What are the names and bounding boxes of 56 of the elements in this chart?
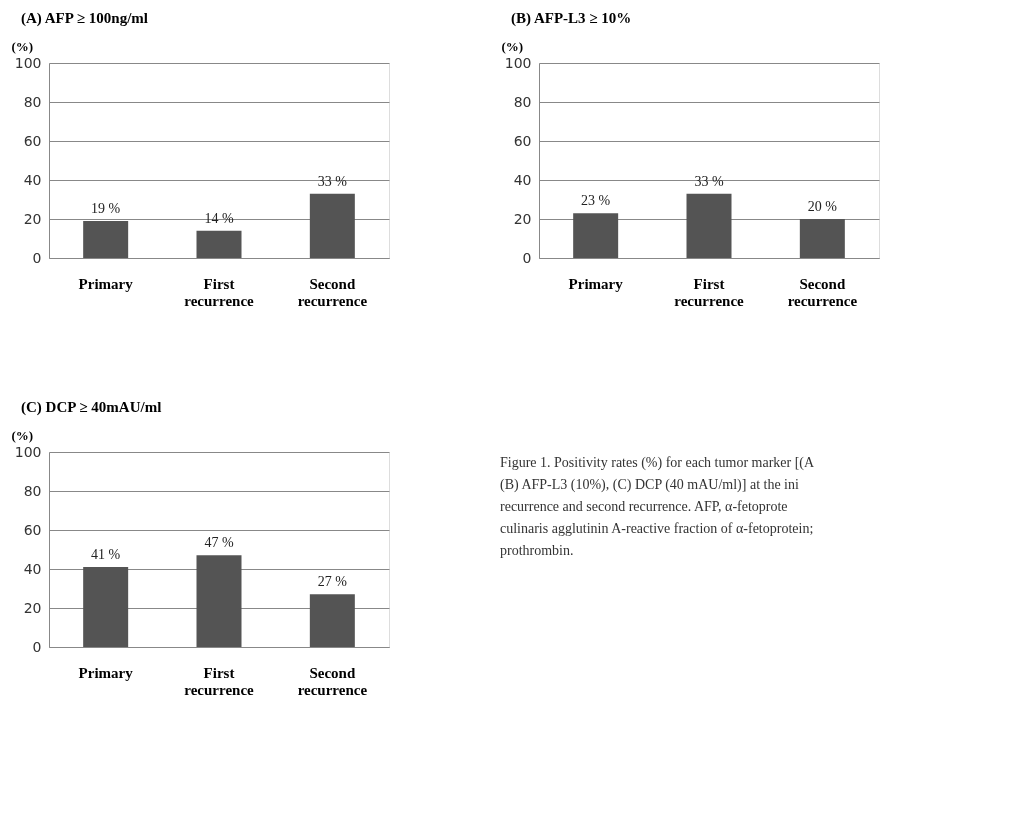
x-tick-label: First recurrence: [184, 664, 255, 698]
y-tick-label: 20: [23, 210, 42, 227]
y-tick-label: 20: [23, 599, 42, 616]
y-tick-label: 80: [513, 93, 532, 110]
data-label: 41 %: [91, 547, 121, 563]
x-tick-label: Primary: [78, 664, 134, 681]
y-tick-label: 0: [32, 249, 42, 266]
y-tick-label: 40: [23, 171, 42, 188]
chart-title: (A) AFP ≥ 100ng/ml: [21, 10, 148, 27]
data-label: 19 %: [91, 200, 121, 216]
bar: [309, 193, 355, 258]
y-tick-label: 40: [513, 171, 532, 188]
data-label: 23 %: [581, 193, 611, 209]
y-axis-title: (%): [11, 38, 34, 54]
y-tick-label: 60: [23, 132, 42, 149]
y-tick-label: 80: [23, 482, 42, 499]
text: recurrence and second recurrence. AFP, α-fetoprote: [500, 499, 788, 514]
bar: [196, 230, 242, 258]
x-tick-label: First recurrence: [184, 275, 255, 309]
bar: [573, 213, 619, 258]
data-label: 33 %: [694, 173, 724, 189]
y-tick-label: 100: [14, 443, 42, 460]
caption: Figure 1. Positivity rates (%) for each tumor marker [(A: [500, 455, 816, 471]
y-tick-label: 0: [522, 249, 532, 266]
y-tick-label: 60: [513, 132, 532, 149]
x-tick-label: Primary: [568, 275, 624, 292]
text: culinaris agglutinin A-reactive fraction of α-fetoprotein;: [500, 521, 814, 536]
data-label: 20 %: [807, 199, 838, 214]
y-tick-label: 20: [513, 210, 532, 227]
x-tick-label: First recurrence: [674, 275, 745, 309]
x-tick-label: Primary: [78, 275, 134, 292]
bar: [309, 594, 355, 647]
x-tick-label: Second recurrence: [297, 664, 368, 698]
bar: [83, 567, 129, 647]
bar: [799, 219, 845, 258]
data-label: 27 %: [317, 574, 348, 590]
chart-title: (C) DCP ≥ 40mAU/ml: [21, 399, 162, 416]
data-label: 33 %: [317, 173, 348, 189]
y-tick-label: 100: [504, 54, 532, 71]
x-tick-label: Second recurrence: [787, 275, 858, 309]
text: (B) AFP-L3 (10%), (C) DCP (40 mAU/ml)] at the ini: [500, 477, 800, 493]
x-tick-label: Second recurrence: [297, 275, 368, 309]
y-tick-label: 40: [23, 560, 42, 577]
y-tick-label: 100: [14, 54, 42, 71]
data-label: 47 %: [204, 535, 234, 551]
y-axis-title: (%): [501, 38, 524, 54]
text: prothrombin.: [500, 543, 574, 558]
y-tick-label: 0: [32, 638, 42, 655]
chart-title: (B) AFP-L3 ≥ 10%: [511, 10, 632, 27]
y-tick-label: 60: [23, 521, 42, 538]
bar: [686, 193, 732, 258]
bar: [196, 555, 242, 647]
bar: [83, 220, 129, 258]
y-axis-title: (%): [11, 427, 34, 443]
data-label: 14 %: [204, 210, 234, 226]
y-tick-label: 80: [23, 93, 42, 110]
